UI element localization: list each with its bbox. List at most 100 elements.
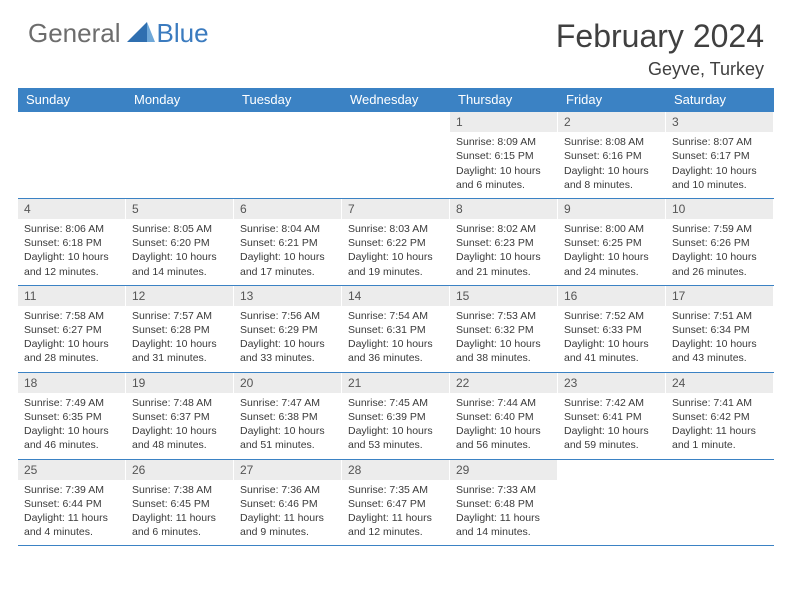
day-cell-empty <box>234 112 342 198</box>
calendar: SundayMondayTuesdayWednesdayThursdayFrid… <box>0 88 792 546</box>
logo-text-blue: Blue <box>157 18 209 49</box>
week-row: 25Sunrise: 7:39 AMSunset: 6:44 PMDayligh… <box>18 459 774 547</box>
sunrise-text: Sunrise: 7:49 AM <box>24 396 119 410</box>
day-number: 20 <box>234 373 341 393</box>
month-title: February 2024 <box>556 18 764 55</box>
sunset-text: Sunset: 6:33 PM <box>564 323 659 337</box>
day-cell: 13Sunrise: 7:56 AMSunset: 6:29 PMDayligh… <box>234 286 342 372</box>
day-number: 26 <box>126 460 233 480</box>
week-row: 1Sunrise: 8:09 AMSunset: 6:15 PMDaylight… <box>18 111 774 198</box>
daylight-text: Daylight: 11 hours and 14 minutes. <box>456 511 551 539</box>
day-number: 17 <box>666 286 773 306</box>
day-cell: 21Sunrise: 7:45 AMSunset: 6:39 PMDayligh… <box>342 373 450 459</box>
sunrise-text: Sunrise: 7:36 AM <box>240 483 335 497</box>
sunset-text: Sunset: 6:37 PM <box>132 410 227 424</box>
daylight-text: Daylight: 11 hours and 12 minutes. <box>348 511 443 539</box>
week-row: 4Sunrise: 8:06 AMSunset: 6:18 PMDaylight… <box>18 198 774 285</box>
day-number: 13 <box>234 286 341 306</box>
sunset-text: Sunset: 6:45 PM <box>132 497 227 511</box>
weeks-container: 1Sunrise: 8:09 AMSunset: 6:15 PMDaylight… <box>18 111 774 546</box>
sunset-text: Sunset: 6:25 PM <box>564 236 659 250</box>
day-number: 15 <box>450 286 557 306</box>
daylight-text: Daylight: 10 hours and 10 minutes. <box>672 164 767 192</box>
sunrise-text: Sunrise: 7:53 AM <box>456 309 551 323</box>
day-number: 12 <box>126 286 233 306</box>
day-number: 28 <box>342 460 449 480</box>
day-cell: 24Sunrise: 7:41 AMSunset: 6:42 PMDayligh… <box>666 373 774 459</box>
daylight-text: Daylight: 10 hours and 21 minutes. <box>456 250 551 278</box>
sunset-text: Sunset: 6:46 PM <box>240 497 335 511</box>
weekday-label: Tuesday <box>234 88 342 111</box>
sunset-text: Sunset: 6:17 PM <box>672 149 767 163</box>
title-block: February 2024 Geyve, Turkey <box>556 18 764 80</box>
day-number <box>666 460 773 480</box>
sunrise-text: Sunrise: 7:59 AM <box>672 222 767 236</box>
sunset-text: Sunset: 6:44 PM <box>24 497 119 511</box>
day-cell: 27Sunrise: 7:36 AMSunset: 6:46 PMDayligh… <box>234 460 342 546</box>
day-cell-empty <box>126 112 234 198</box>
daylight-text: Daylight: 10 hours and 31 minutes. <box>132 337 227 365</box>
weekday-label: Wednesday <box>342 88 450 111</box>
sunrise-text: Sunrise: 8:05 AM <box>132 222 227 236</box>
daylight-text: Daylight: 10 hours and 51 minutes. <box>240 424 335 452</box>
sunrise-text: Sunrise: 7:44 AM <box>456 396 551 410</box>
day-number: 19 <box>126 373 233 393</box>
sunrise-text: Sunrise: 7:47 AM <box>240 396 335 410</box>
day-number: 18 <box>18 373 125 393</box>
day-number: 9 <box>558 199 665 219</box>
logo-triangle-icon <box>127 20 155 47</box>
day-cell-empty <box>558 460 666 546</box>
weekday-label: Thursday <box>450 88 558 111</box>
day-number: 14 <box>342 286 449 306</box>
sunrise-text: Sunrise: 7:48 AM <box>132 396 227 410</box>
sunrise-text: Sunrise: 7:54 AM <box>348 309 443 323</box>
day-number: 4 <box>18 199 125 219</box>
sunrise-text: Sunrise: 7:56 AM <box>240 309 335 323</box>
day-cell-empty <box>18 112 126 198</box>
day-cell: 14Sunrise: 7:54 AMSunset: 6:31 PMDayligh… <box>342 286 450 372</box>
day-number: 16 <box>558 286 665 306</box>
day-cell: 20Sunrise: 7:47 AMSunset: 6:38 PMDayligh… <box>234 373 342 459</box>
daylight-text: Daylight: 11 hours and 4 minutes. <box>24 511 119 539</box>
day-cell: 19 Sunrise: 7:48 AMSunset: 6:37 PMDayligh… <box>126 373 234 459</box>
sunrise-text: Sunrise: 7:58 AM <box>24 309 119 323</box>
sunrise-text: Sunrise: 7:51 AM <box>672 309 767 323</box>
daylight-text: Daylight: 10 hours and 24 minutes. <box>564 250 659 278</box>
day-cell: 10Sunrise: 7:59 AMSunset: 6:26 PMDayligh… <box>666 199 774 285</box>
day-cell-empty <box>666 460 774 546</box>
sunrise-text: Sunrise: 7:38 AM <box>132 483 227 497</box>
day-number: 23 <box>558 373 665 393</box>
sunrise-text: Sunrise: 7:42 AM <box>564 396 659 410</box>
weekday-header-row: SundayMondayTuesdayWednesdayThursdayFrid… <box>18 88 774 111</box>
day-cell: 28Sunrise: 7:35 AMSunset: 6:47 PMDayligh… <box>342 460 450 546</box>
daylight-text: Daylight: 10 hours and 53 minutes. <box>348 424 443 452</box>
sunset-text: Sunset: 6:29 PM <box>240 323 335 337</box>
daylight-text: Daylight: 10 hours and 48 minutes. <box>132 424 227 452</box>
day-cell: 17Sunrise: 7:51 AMSunset: 6:34 PMDayligh… <box>666 286 774 372</box>
logo-text-general: General <box>28 18 121 49</box>
daylight-text: Daylight: 10 hours and 19 minutes. <box>348 250 443 278</box>
day-number: 7 <box>342 199 449 219</box>
day-number <box>234 112 341 132</box>
week-row: 18Sunrise: 7:49 AMSunset: 6:35 PMDayligh… <box>18 372 774 459</box>
sunset-text: Sunset: 6:28 PM <box>132 323 227 337</box>
day-cell: 22Sunrise: 7:44 AMSunset: 6:40 PMDayligh… <box>450 373 558 459</box>
day-cell: 7Sunrise: 8:03 AMSunset: 6:22 PMDaylight… <box>342 199 450 285</box>
sunrise-text: Sunrise: 8:03 AM <box>348 222 443 236</box>
sunrise-text: Sunrise: 7:39 AM <box>24 483 119 497</box>
day-cell: 2Sunrise: 8:08 AMSunset: 6:16 PMDaylight… <box>558 112 666 198</box>
sunset-text: Sunset: 6:20 PM <box>132 236 227 250</box>
daylight-text: Daylight: 10 hours and 36 minutes. <box>348 337 443 365</box>
day-cell: 8Sunrise: 8:02 AMSunset: 6:23 PMDaylight… <box>450 199 558 285</box>
daylight-text: Daylight: 10 hours and 12 minutes. <box>24 250 119 278</box>
day-cell: 18Sunrise: 7:49 AMSunset: 6:35 PMDayligh… <box>18 373 126 459</box>
day-cell: 29Sunrise: 7:33 AMSunset: 6:48 PMDayligh… <box>450 460 558 546</box>
sunrise-text: Sunrise: 7:35 AM <box>348 483 443 497</box>
daylight-text: Daylight: 10 hours and 38 minutes. <box>456 337 551 365</box>
sunrise-text: Sunrise: 8:07 AM <box>672 135 767 149</box>
day-number: 10 <box>666 199 773 219</box>
sunset-text: Sunset: 6:15 PM <box>456 149 551 163</box>
logo: General Blue <box>28 18 209 49</box>
day-number: 25 <box>18 460 125 480</box>
day-number: 22 <box>450 373 557 393</box>
